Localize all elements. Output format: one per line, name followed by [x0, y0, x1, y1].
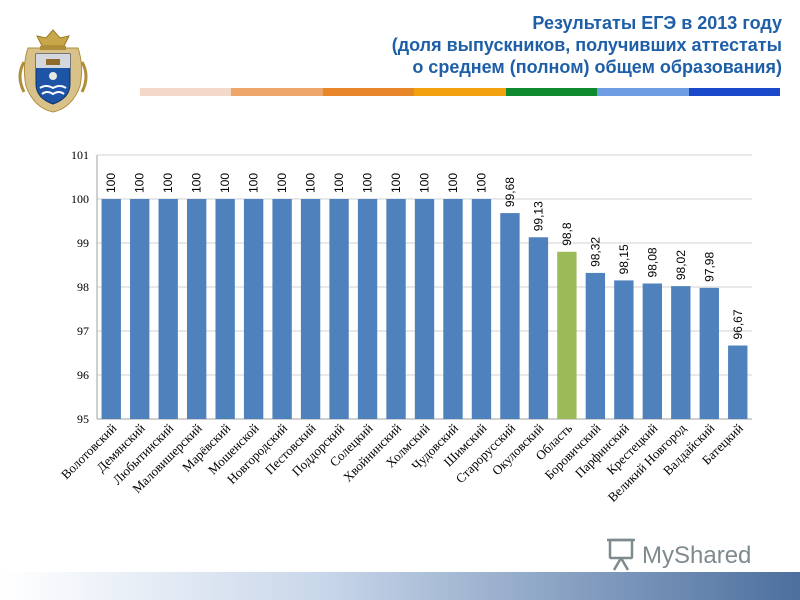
data-label: 100	[161, 173, 175, 193]
bar	[243, 199, 264, 419]
data-label: 98,15	[617, 244, 631, 274]
bar	[101, 199, 121, 419]
stripe-segment	[505, 88, 598, 96]
data-label: 100	[332, 173, 346, 193]
data-label: 100	[304, 173, 318, 193]
bar	[728, 345, 748, 419]
y-tick-label: 97	[77, 324, 89, 338]
bar	[300, 199, 321, 419]
bar	[329, 199, 349, 419]
stripe-segment	[322, 88, 415, 96]
data-label: 98,02	[674, 250, 688, 280]
bottom-bar	[0, 572, 800, 600]
page-title: Результаты ЕГЭ в 2013 году (доля выпускн…	[222, 12, 782, 78]
data-label: 100	[247, 173, 261, 193]
bar	[528, 237, 549, 419]
y-axis-ticks: 95 96 97 98 99 100 101	[71, 148, 89, 426]
data-label: 100	[389, 173, 403, 193]
bar	[443, 199, 463, 419]
y-tick-label: 95	[77, 412, 89, 426]
bar	[500, 213, 520, 419]
coat-of-arms-emblem	[18, 29, 88, 113]
y-tick-label: 101	[71, 148, 89, 162]
presentation-board-icon	[607, 538, 635, 571]
bar	[357, 199, 378, 419]
stripe-segment	[140, 88, 232, 96]
data-label: 99,13	[531, 201, 545, 231]
watermark-text: MyShared	[642, 542, 751, 569]
title-line-3: о среднем (полном) общем образования)	[412, 57, 782, 77]
data-label: 100	[361, 173, 375, 193]
bar	[671, 286, 691, 419]
data-label: 100	[275, 173, 289, 193]
bar	[471, 199, 492, 419]
data-label: 98,08	[645, 247, 659, 277]
title-line-2: (доля выпускников, получивших аттестаты	[391, 35, 782, 55]
data-label: 97,98	[702, 252, 716, 282]
bar	[699, 287, 719, 419]
bar	[215, 199, 235, 419]
bar	[585, 272, 606, 419]
stripe-segment	[414, 88, 506, 96]
stripe-segment	[231, 88, 323, 96]
stripe-segment	[688, 88, 780, 96]
data-label: 100	[218, 173, 232, 193]
data-label: 100	[446, 173, 460, 193]
data-label: 100	[104, 173, 118, 193]
bar	[386, 199, 406, 419]
bar	[642, 283, 663, 419]
y-tick-label: 100	[71, 192, 89, 206]
data-label: 96,67	[731, 309, 745, 339]
bars	[101, 199, 748, 419]
y-tick-label: 99	[77, 236, 89, 250]
data-label: 100	[190, 173, 204, 193]
stripe-segment	[597, 88, 689, 96]
decorative-color-stripe	[140, 88, 780, 96]
bar	[272, 199, 292, 419]
data-label: 100	[474, 173, 488, 193]
bar	[614, 280, 634, 419]
data-label: 98,32	[588, 237, 602, 267]
data-label: 100	[133, 173, 147, 193]
myshared-watermark: MyShared	[607, 538, 751, 571]
bar	[186, 199, 207, 419]
data-label: 98,8	[560, 222, 574, 246]
bar	[158, 199, 178, 419]
title-line-1: Результаты ЕГЭ в 2013 году	[532, 13, 782, 33]
data-labels: 100 100 100 100 100 100 100 100 100 100 100 100 100 1…	[104, 173, 745, 340]
y-tick-label: 96	[77, 368, 89, 382]
bar	[557, 251, 577, 419]
data-label: 100	[418, 173, 432, 193]
data-label: 99,68	[503, 177, 517, 207]
x-axis-ticks: ВолотовскийДемянскийЛюбытинскийМаловишер…	[58, 420, 746, 505]
bar	[130, 199, 150, 419]
y-tick-label: 98	[77, 280, 89, 294]
bar	[414, 199, 435, 419]
